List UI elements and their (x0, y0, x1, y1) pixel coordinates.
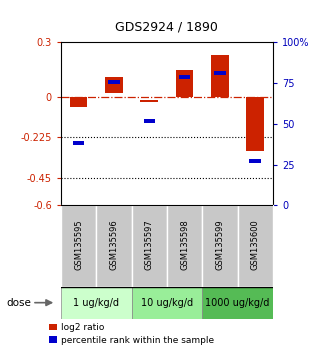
Text: GSM135598: GSM135598 (180, 219, 189, 270)
Bar (202, 205, 238, 287)
Text: GDS2924 / 1890: GDS2924 / 1890 (116, 20, 218, 33)
Bar (132, 287, 202, 319)
Bar (70, 97, 87, 107)
Bar (140, 101, 158, 102)
Bar (132, 205, 167, 287)
Bar (238, 205, 273, 287)
Bar (105, 77, 123, 93)
Text: 10 ug/kg/d: 10 ug/kg/d (141, 298, 193, 308)
Bar (143, 119, 155, 122)
Bar (202, 287, 273, 319)
Text: 1000 ug/kg/d: 1000 ug/kg/d (205, 298, 270, 308)
Bar (211, 55, 229, 97)
Bar (61, 205, 96, 287)
Bar (61, 287, 132, 319)
Bar (96, 205, 132, 287)
Bar (167, 205, 202, 287)
Bar (108, 80, 120, 84)
Bar (246, 97, 264, 151)
Bar (214, 72, 226, 75)
Text: dose: dose (6, 298, 31, 308)
Text: 1 ug/kg/d: 1 ug/kg/d (73, 298, 119, 308)
Text: GSM135595: GSM135595 (74, 219, 83, 270)
Text: GSM135597: GSM135597 (145, 219, 154, 270)
Text: GSM135599: GSM135599 (215, 219, 224, 270)
Bar (73, 142, 84, 145)
Text: GSM135596: GSM135596 (109, 219, 118, 270)
Bar (176, 70, 193, 97)
Legend: log2 ratio, percentile rank within the sample: log2 ratio, percentile rank within the s… (49, 323, 214, 345)
Bar (179, 75, 190, 79)
Text: GSM135600: GSM135600 (251, 219, 260, 270)
Bar (249, 159, 261, 163)
